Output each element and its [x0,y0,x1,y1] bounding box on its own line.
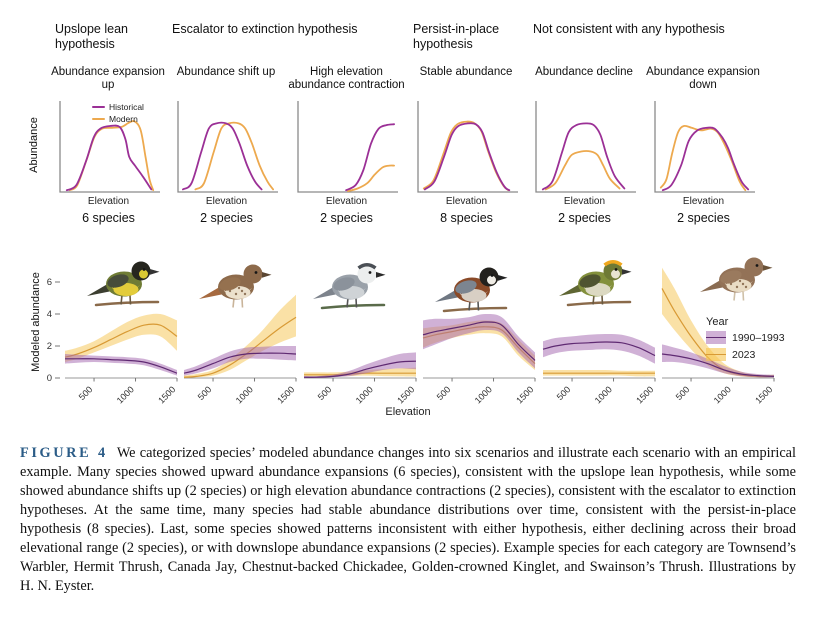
scenario-title-abundance-expansion-up: Abundance expansion up [51,66,165,92]
svg-text:2: 2 [47,341,52,352]
svg-text:1000: 1000 [354,384,375,405]
species-count-6: 2 species [677,211,730,225]
svg-text:1000: 1000 [473,384,494,405]
modeled-panel-canada-jay: 500 1000 1500 [303,352,417,406]
svg-text:1000: 1000 [115,384,136,405]
year-legend-title: Year [706,316,729,328]
mini-x-label-5: Elevation [563,196,606,207]
bottom-y-axis-ticks: 0 2 4 6 [47,277,60,384]
scenario-title-abundance-decline: Abundance decline [535,66,633,78]
bird-art-chestnut-backed-chickadee [435,267,508,313]
species-count-2: 2 species [200,211,253,225]
svg-text:1000: 1000 [234,384,255,405]
hypothesis-not-consistent: Not consistent with any hypothesis [533,22,725,36]
mini-chart-abundance-expansion-down [654,101,755,193]
mini-x-label-1: Elevation [87,196,130,207]
modern-legend-label: Modern [109,114,138,124]
bird-art-townsends-warbler [87,261,160,307]
svg-text:6: 6 [47,277,52,288]
svg-text:1500: 1500 [275,384,296,405]
svg-text:1500: 1500 [395,384,416,405]
legend-swatch-1990-1993 [706,331,726,344]
legend-label-1990-1993: 1990–1993 [732,331,785,344]
historical-line-swatch [92,106,105,109]
svg-text:1500: 1500 [753,384,774,405]
svg-text:500: 500 [674,384,692,402]
scenario-title-high-elevation-contraction: High elevation abundance contraction [288,66,405,92]
scenario-title-abundance-expansion-down: Abundance expansion down [646,66,760,92]
bird-art-canada-jay [313,263,386,310]
svg-text:500: 500 [316,384,334,402]
modeled-panel-swainsons-thrush: 500 1000 1500 [661,267,775,406]
mini-y-axis-label: Abundance [28,117,40,173]
mini-x-label-3: Elevation [325,196,368,207]
bird-art-hermit-thrush [199,264,272,308]
bird-illustration-swainsons-thrush [697,248,781,312]
modeled-panel-hermit-thrush: 500 1000 1500 [183,294,297,406]
scenario-title-stable-abundance: Stable abundance [419,66,513,78]
figure-caption: FIGURE 4 We categorized species’ modeled … [20,444,796,596]
hypothesis-upslope-lean: Upslope lean hypothesis [55,22,128,51]
hypothesis-persist-in-place: Persist-in-place hypothesis [413,22,500,51]
scenario-title-abundance-shift-up: Abundance shift up [176,66,276,78]
mini-chart-abundance-expansion-up [59,101,160,193]
mini-chart-legend: Historical Modern [92,103,144,127]
historical-legend-label: Historical [109,102,144,112]
mini-x-label-6: Elevation [682,196,725,207]
species-count-5: 2 species [558,211,611,225]
bottom-x-axis-label: Elevation [385,406,431,418]
modeled-panel-golden-crowned-kinglet: 500 1000 1500 [542,333,656,406]
legend-entry-1990-1993: 1990–1993 [706,331,796,344]
bird-illustration-canada-jay [310,255,394,319]
figure-caption-label: FIGURE 4 [20,445,108,462]
svg-text:500: 500 [435,384,453,402]
species-count-4: 8 species [440,211,493,225]
svg-text:1500: 1500 [156,384,177,405]
modeled-panel-chestnut-backed-chickadee: 500 1000 1500 [422,313,536,406]
modeled-panel-townsends-warbler: 500 1000 1500 [64,313,178,406]
legend-label-2023: 2023 [732,348,756,361]
mini-chart-abundance-shift-up [177,101,278,193]
mini-chart-high-elevation-contraction [297,101,398,193]
bird-illustration-chestnut-backed-chickadee [432,258,516,322]
svg-text:1000: 1000 [593,384,614,405]
bird-art-golden-crowned-kinglet [559,260,632,307]
figure-caption-text: We categorized species’ modeled abundanc… [20,445,796,595]
bird-illustration-hermit-thrush [196,255,280,319]
mini-x-label-2: Elevation [205,196,248,207]
modern-line-swatch [92,118,105,121]
year-legend: Year 1990–1993 2023 [706,316,796,365]
mini-x-label-4: Elevation [445,196,488,207]
svg-text:500: 500 [555,384,573,402]
bird-illustration-townsends-warbler [84,252,168,316]
legend-entry-2023: 2023 [706,348,796,361]
svg-text:1500: 1500 [514,384,535,405]
species-count-1: 6 species [82,211,135,225]
bird-illustration-golden-crowned-kinglet [556,252,640,316]
mini-chart-abundance-decline [535,101,636,193]
hypothesis-escalator-to-extinction: Escalator to extinction hypothesis [172,22,358,36]
svg-text:0: 0 [47,373,52,384]
svg-text:1500: 1500 [634,384,655,405]
legend-swatch-2023 [706,348,726,361]
mini-chart-stable-abundance [417,101,518,193]
svg-text:500: 500 [77,384,95,402]
bird-art-swainsons-thrush [700,257,773,301]
species-count-3: 2 species [320,211,373,225]
svg-text:500: 500 [196,384,214,402]
svg-text:1000: 1000 [712,384,733,405]
svg-text:4: 4 [47,309,52,320]
